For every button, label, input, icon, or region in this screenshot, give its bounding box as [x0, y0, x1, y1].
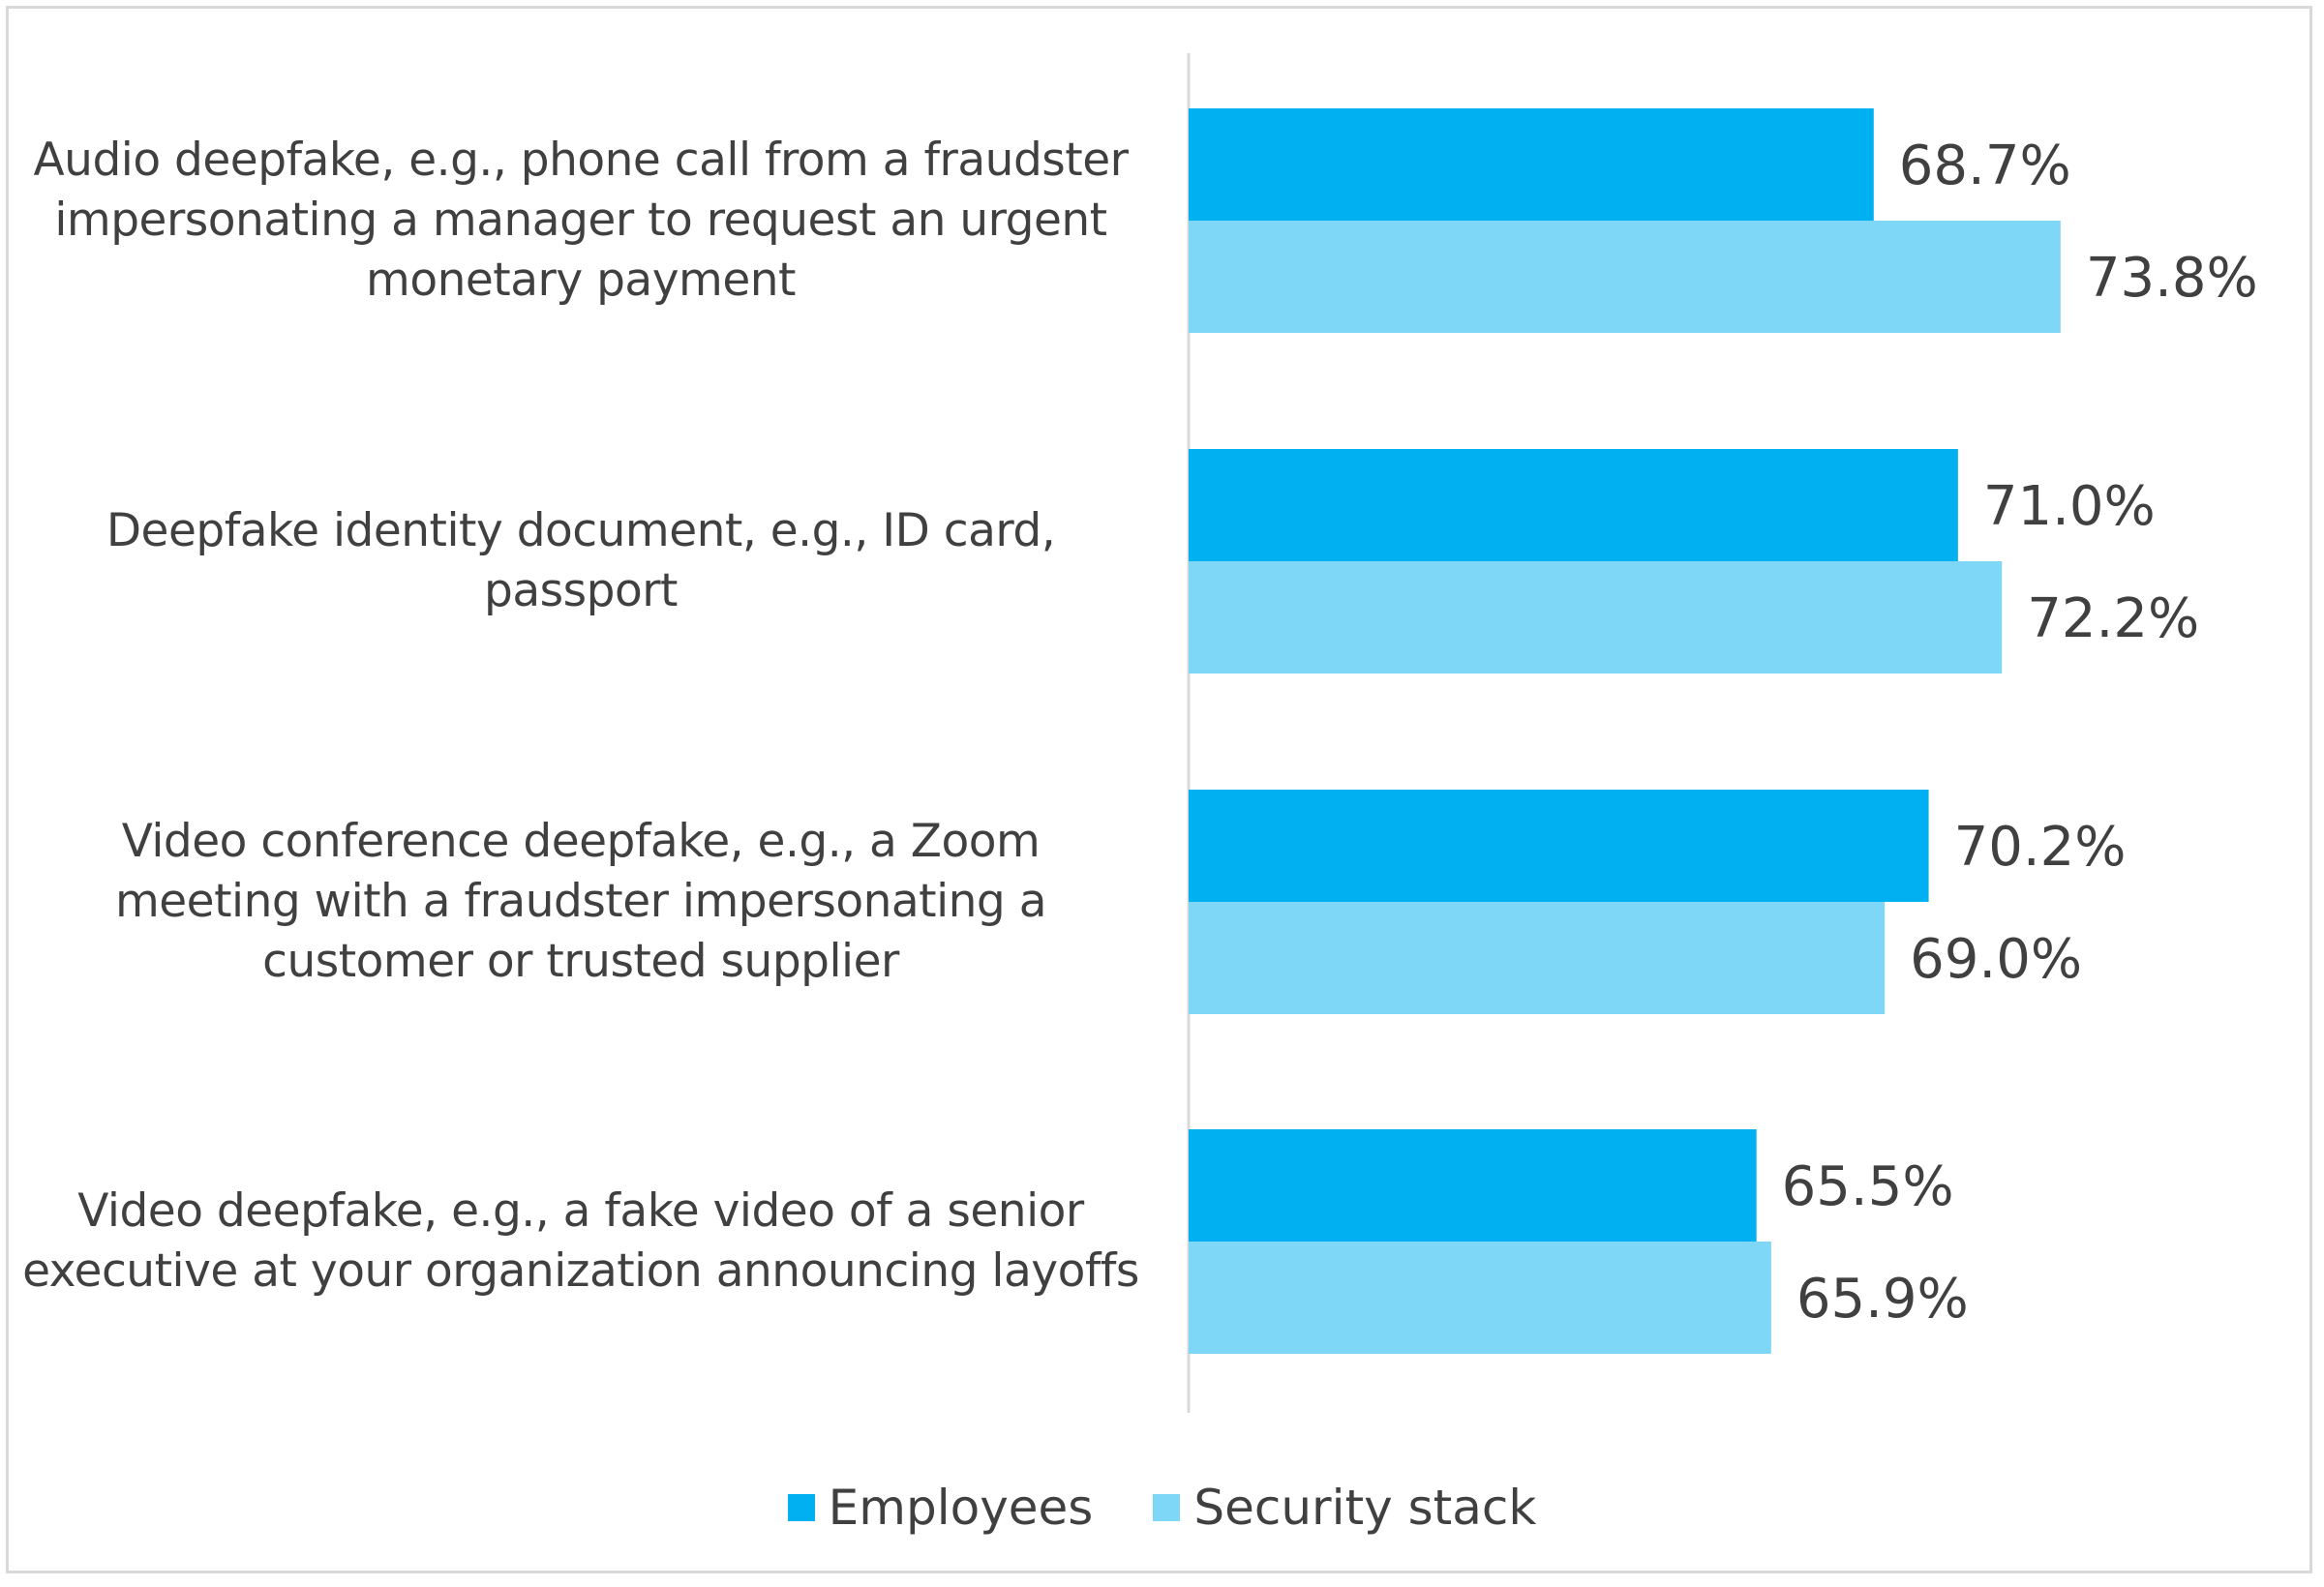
category-label-3: Video conference deepfake, e.g., a Zoom m… — [19, 812, 1142, 992]
category-label-line: customer or trusted supplier — [262, 935, 899, 988]
bar-employees-2 — [1189, 449, 1958, 561]
category-label-line: Audio deepfake, e.g., phone call from a … — [33, 134, 1129, 187]
category-label-line: Video conference deepfake, e.g., a Zoom — [121, 815, 1041, 868]
bar-employees-3 — [1189, 790, 1929, 902]
category-label-1: Audio deepfake, e.g., phone call from a … — [19, 131, 1142, 311]
category-label-line: Video deepfake, e.g., a fake video of a … — [77, 1184, 1084, 1238]
category-label-line: executive at your organization announcin… — [22, 1244, 1139, 1298]
category-label-line: passport — [484, 564, 678, 617]
bar-employees-1 — [1189, 108, 1874, 221]
legend-label-security-stack: Security stack — [1193, 1480, 1537, 1536]
bar-security-stack-3 — [1189, 902, 1886, 1014]
bar-security-stack-2 — [1189, 561, 2003, 674]
data-label-security-stack-4: 65.9% — [1796, 1268, 1969, 1331]
legend: Employees Security stack — [0, 1479, 2324, 1537]
data-label-employees-2: 71.0% — [1983, 475, 2156, 538]
legend-item-employees: Employees — [787, 1480, 1094, 1536]
legend-swatch-employees — [787, 1494, 815, 1521]
category-label-4: Video deepfake, e.g., a fake video of a … — [19, 1182, 1142, 1302]
category-label-line: meeting with a fraudster impersonating a — [114, 875, 1047, 928]
category-label-2: Deepfake identity document, e.g., ID car… — [19, 501, 1142, 621]
bar-security-stack-1 — [1189, 221, 2061, 333]
legend-item-security-stack: Security stack — [1153, 1480, 1536, 1536]
data-label-security-stack-3: 69.0% — [1910, 928, 2082, 991]
category-label-line: Deepfake identity document, e.g., ID car… — [106, 504, 1056, 557]
category-label-line: monetary payment — [366, 254, 796, 307]
data-label-employees-3: 70.2% — [1954, 816, 2127, 879]
bar-security-stack-4 — [1189, 1242, 1771, 1354]
legend-swatch-security-stack — [1153, 1494, 1181, 1521]
data-label-security-stack-2: 72.2% — [2027, 587, 2199, 650]
legend-label-employees: Employees — [828, 1480, 1094, 1536]
data-label-employees-1: 68.7% — [1899, 135, 2071, 197]
category-label-line: impersonating a manager to request an ur… — [54, 194, 1107, 247]
data-label-security-stack-1: 73.8% — [2086, 247, 2258, 310]
bar-employees-4 — [1189, 1129, 1757, 1242]
data-label-employees-4: 65.5% — [1782, 1155, 1954, 1218]
